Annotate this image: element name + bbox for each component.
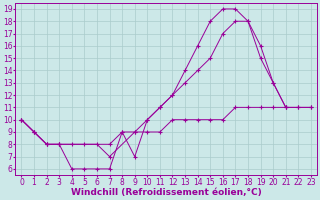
X-axis label: Windchill (Refroidissement éolien,°C): Windchill (Refroidissement éolien,°C) <box>71 188 261 197</box>
